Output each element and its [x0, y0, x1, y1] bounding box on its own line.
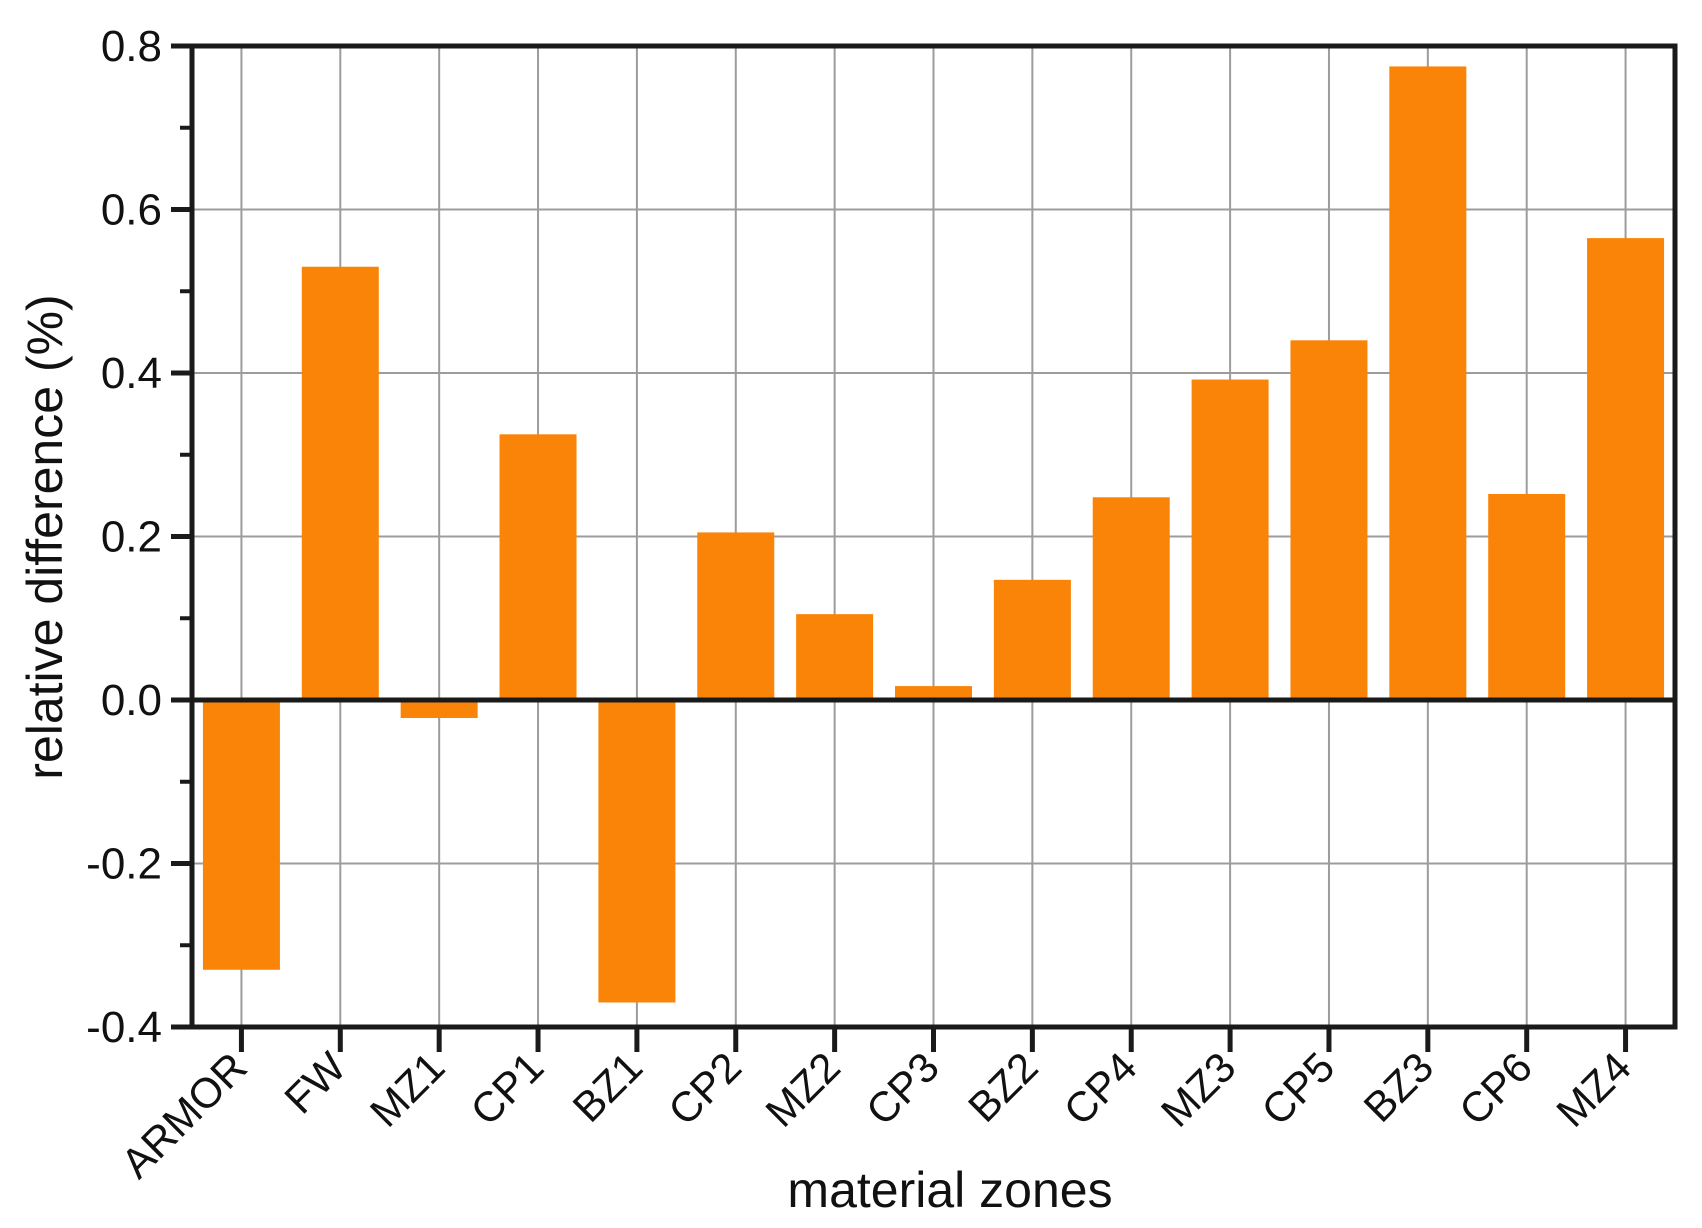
x-category-label: ARMOR [112, 1043, 256, 1187]
x-category-label: FW [275, 1043, 355, 1123]
bar-FW [301, 266, 379, 700]
x-category-label: CP4 [1055, 1043, 1146, 1134]
x-category-label: CP1 [461, 1043, 552, 1134]
x-category-label: MZ3 [1152, 1043, 1245, 1136]
y-tick-label: -0.2 [86, 840, 162, 889]
x-category-label: CP3 [857, 1043, 948, 1134]
x-category-label: BZ2 [959, 1043, 1047, 1131]
y-tick-label: 0.8 [101, 22, 162, 71]
bar-CP6 [1488, 493, 1566, 700]
y-tick-label: 0.2 [101, 513, 162, 562]
bar-BZ3 [1389, 66, 1467, 700]
bar-MZ1 [400, 700, 478, 718]
y-tick-label: 0.6 [101, 186, 162, 235]
y-tick-label: -0.4 [86, 1003, 162, 1052]
x-axis-title: material zones [787, 1162, 1112, 1218]
bar-BZ1 [598, 700, 676, 1003]
bar-CP2 [697, 532, 775, 700]
bar-CP3 [895, 686, 972, 700]
y-tick-label: 0.0 [101, 676, 162, 725]
bar-ARMOR [202, 700, 280, 970]
bar-CP5 [1290, 340, 1368, 700]
bar-CP4 [1092, 497, 1170, 700]
x-category-label: CP2 [659, 1043, 750, 1134]
bar-BZ2 [993, 579, 1071, 700]
x-category-label: CP6 [1450, 1043, 1541, 1134]
bars [202, 66, 1665, 1003]
x-category-label: MZ1 [361, 1043, 454, 1136]
bar-MZ3 [1191, 379, 1269, 700]
bar-CP1 [499, 434, 577, 700]
x-category-label: BZ1 [564, 1043, 652, 1131]
bar-MZ2 [796, 614, 874, 700]
axes [171, 43, 1678, 1052]
x-category-label: MZ4 [1547, 1043, 1640, 1136]
y-axis-title: relative difference (%) [17, 294, 73, 779]
x-category-label: CP5 [1252, 1043, 1343, 1134]
x-category-label: BZ3 [1354, 1043, 1442, 1131]
y-tick-label: 0.4 [101, 349, 162, 398]
x-category-label: MZ2 [756, 1043, 849, 1136]
bar-MZ4 [1587, 238, 1665, 701]
